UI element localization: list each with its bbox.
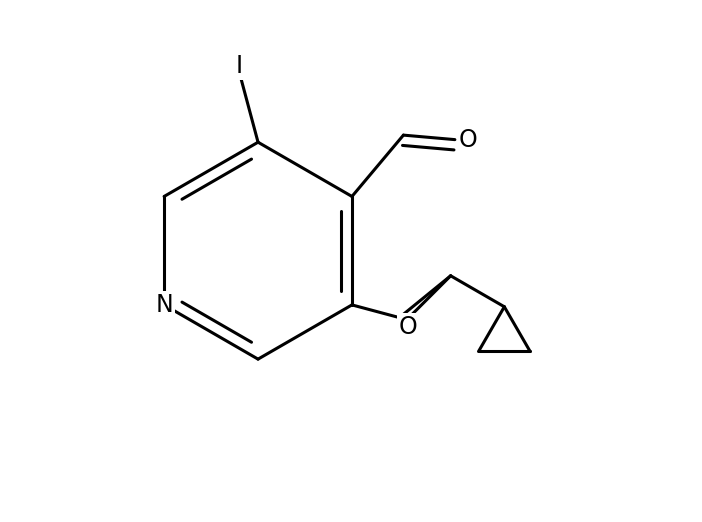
Text: O: O bbox=[399, 315, 418, 339]
Text: O: O bbox=[459, 127, 477, 151]
Text: I: I bbox=[236, 54, 243, 78]
Text: N: N bbox=[155, 293, 173, 317]
